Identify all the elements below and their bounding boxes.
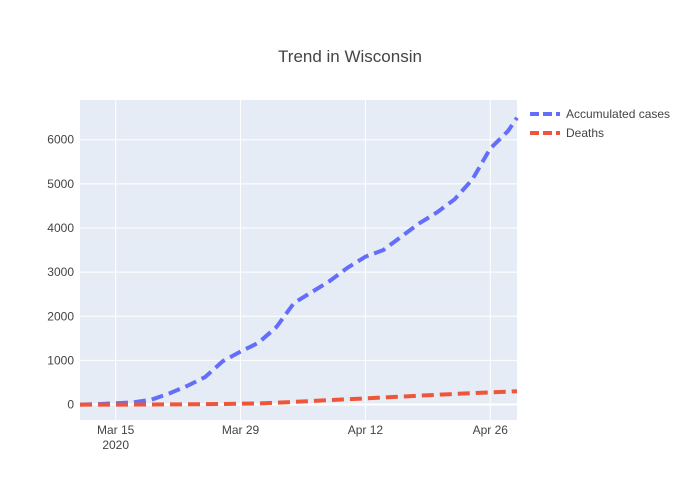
y-tick-label: 5000 [47, 177, 74, 191]
x-tick-label: Apr 12 [348, 423, 384, 437]
legend-item[interactable]: Deaths [530, 126, 604, 140]
x-tick-label: Mar 29 [222, 423, 260, 437]
y-axis: 0 1000 2000 3000 4000 5000 6000 [47, 133, 74, 412]
y-tick-label: 6000 [47, 133, 74, 147]
legend-label: Deaths [566, 126, 604, 140]
y-tick-label: 2000 [47, 309, 74, 323]
legend-label: Accumulated cases [566, 107, 670, 121]
y-tick-label: 0 [67, 398, 74, 412]
legend-item[interactable]: Accumulated cases [530, 107, 670, 121]
plot-area [80, 100, 517, 420]
series-line-0 [79, 116, 519, 407]
series-lines [79, 116, 519, 407]
chart-title: Trend in Wisconsin [278, 47, 422, 66]
y-tick-label: 1000 [47, 353, 74, 367]
x-tick-label: Mar 15 [97, 423, 135, 437]
x-tick-sublabel: 2020 [102, 438, 129, 452]
legend: Accumulated cases Deaths [530, 107, 670, 140]
y-tick-label: 4000 [47, 221, 74, 235]
grid [80, 100, 517, 420]
x-tick-label: Apr 26 [473, 423, 509, 437]
y-tick-label: 3000 [47, 265, 74, 279]
